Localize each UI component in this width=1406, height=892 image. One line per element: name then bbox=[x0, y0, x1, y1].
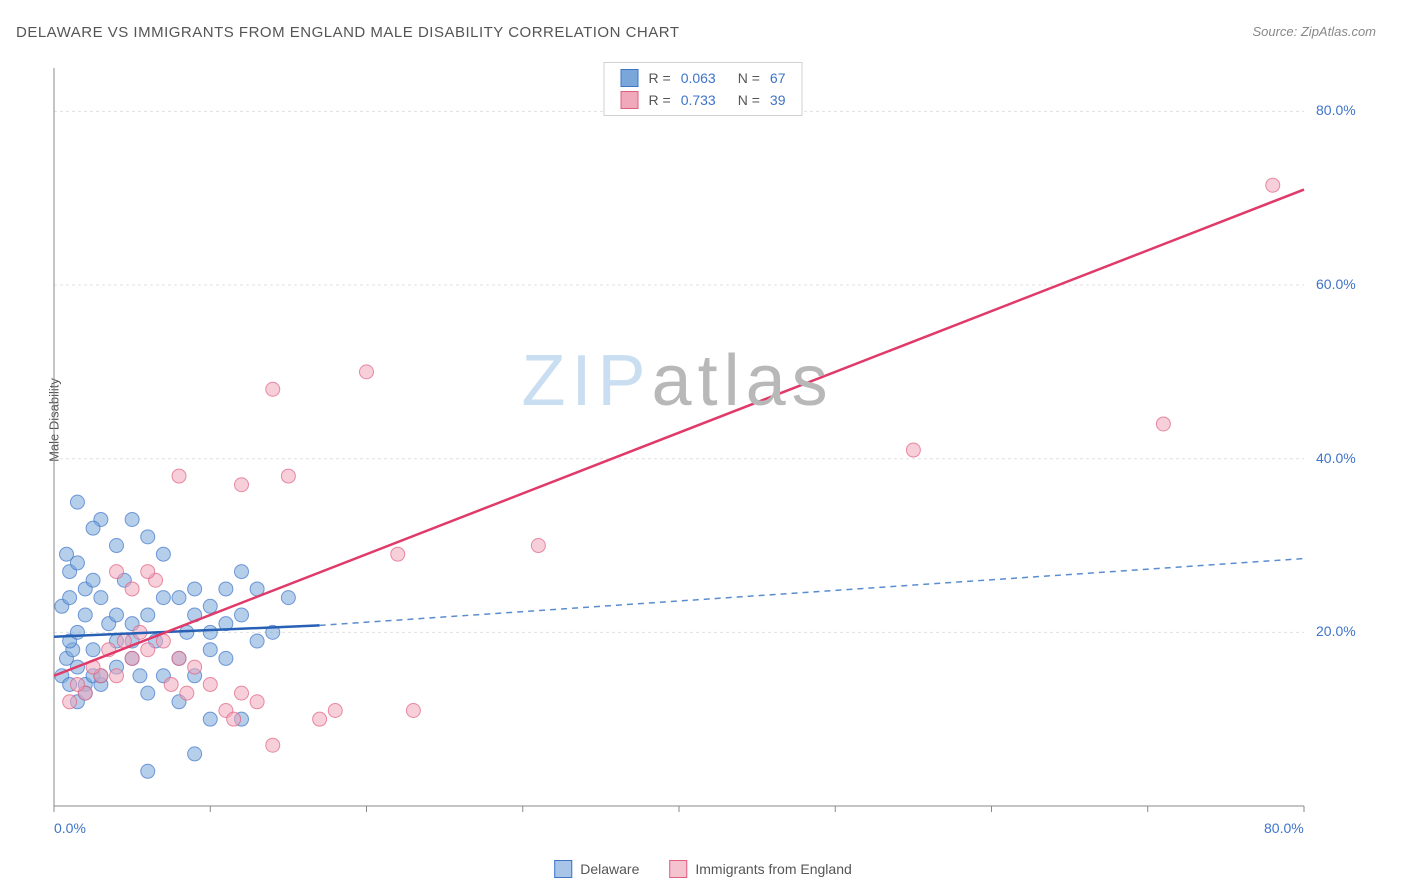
legend-label-delaware: Delaware bbox=[580, 861, 639, 877]
y-tick-label: 80.0% bbox=[1316, 102, 1356, 118]
x-tick-label: 0.0% bbox=[54, 820, 86, 836]
legend-r-label: R = bbox=[649, 70, 671, 86]
y-tick-label: 60.0% bbox=[1316, 276, 1356, 292]
source-attribution: Source: ZipAtlas.com bbox=[1252, 24, 1376, 39]
swatch-england bbox=[621, 91, 639, 109]
chart-title: DELAWARE VS IMMIGRANTS FROM ENGLAND MALE… bbox=[16, 24, 680, 41]
chart-container: DELAWARE VS IMMIGRANTS FROM ENGLAND MALE… bbox=[0, 0, 1406, 892]
legend-n-label: N = bbox=[738, 92, 760, 108]
series-legend: Delaware Immigrants from England bbox=[554, 860, 852, 878]
legend-n-label: N = bbox=[738, 70, 760, 86]
legend-item-england: Immigrants from England bbox=[669, 860, 851, 878]
legend-n-value-1: 39 bbox=[770, 92, 786, 108]
legend-row-england: R = 0.733 N = 39 bbox=[621, 89, 786, 111]
swatch-england bbox=[669, 860, 687, 878]
y-tick-label: 40.0% bbox=[1316, 450, 1356, 466]
plot-area: ZIPatlas bbox=[44, 58, 1364, 826]
legend-label-england: Immigrants from England bbox=[695, 861, 851, 877]
y-tick-label: 20.0% bbox=[1316, 623, 1356, 639]
legend-item-delaware: Delaware bbox=[554, 860, 639, 878]
legend-r-value-1: 0.733 bbox=[681, 92, 716, 108]
x-tick-label: 80.0% bbox=[1264, 820, 1304, 836]
legend-n-value-0: 67 bbox=[770, 70, 786, 86]
legend-r-label: R = bbox=[649, 92, 671, 108]
legend-row-delaware: R = 0.063 N = 67 bbox=[621, 67, 786, 89]
swatch-delaware bbox=[554, 860, 572, 878]
legend-r-value-0: 0.063 bbox=[681, 70, 716, 86]
scatter-plot-svg bbox=[44, 58, 1364, 826]
correlation-legend-box: R = 0.063 N = 67 R = 0.733 N = 39 bbox=[604, 62, 803, 116]
swatch-delaware bbox=[621, 69, 639, 87]
